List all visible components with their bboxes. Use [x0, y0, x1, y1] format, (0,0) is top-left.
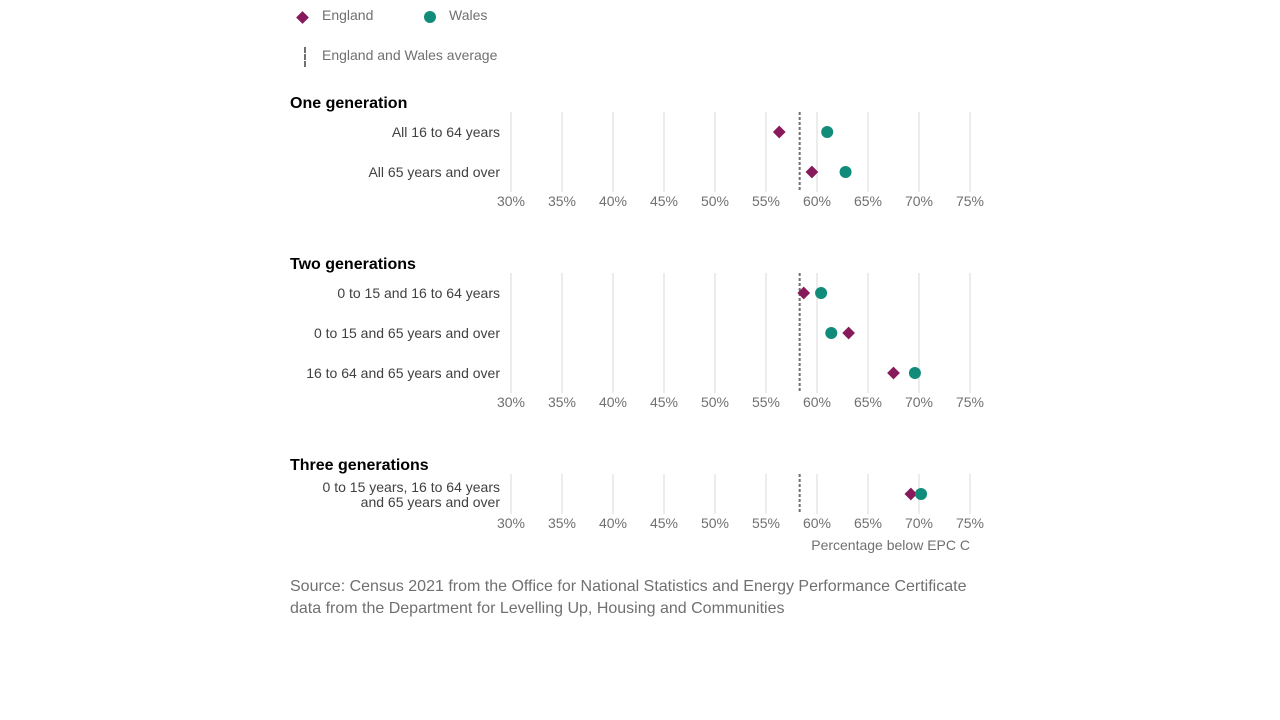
x-tick-label: 75% [956, 193, 984, 209]
x-tick-label: 70% [905, 193, 933, 209]
x-tick-label: 40% [599, 193, 627, 209]
wales-point [915, 488, 928, 500]
wales-point [839, 166, 852, 178]
x-tick-label: 30% [497, 515, 525, 531]
england-point [842, 326, 855, 340]
x-tick-label: 45% [650, 394, 678, 410]
row-label: and 65 years and over [361, 494, 501, 510]
x-tick-label: 65% [854, 515, 882, 531]
x-tick-label: 35% [548, 515, 576, 531]
dot-plot-chart: One generation 30% 35% 40% 45% 50% 55% 60% 65% 70… [290, 95, 984, 553]
x-tick-label: 55% [752, 515, 780, 531]
row-label: All 65 years and over [368, 164, 500, 180]
x-tick-label: 50% [701, 193, 729, 209]
legend-average-label: England and Wales average [322, 47, 498, 63]
legend-wales-label: Wales [449, 7, 488, 23]
x-tick-label: 55% [752, 394, 780, 410]
x-tick-label: 55% [752, 193, 780, 209]
wales-point [815, 287, 828, 299]
row-label: 16 to 64 and 65 years and over [306, 365, 500, 381]
x-tick-label: 65% [854, 193, 882, 209]
legend-wales: Wales [424, 7, 487, 23]
legend-england-label: England [322, 7, 374, 23]
wales-point [821, 126, 834, 138]
legend-average: England and Wales average [304, 47, 498, 67]
x-tick-label: 30% [497, 193, 525, 209]
x-tick-label: 50% [701, 394, 729, 410]
x-tick-label: 60% [803, 394, 831, 410]
x-tick-label: 50% [701, 515, 729, 531]
wales-marker-icon [424, 11, 436, 23]
x-tick-label: 65% [854, 394, 882, 410]
wales-point [908, 367, 921, 379]
england-point [805, 165, 819, 179]
row-label: 0 to 15 and 16 to 64 years [337, 285, 500, 301]
x-tick-label: 70% [905, 394, 933, 410]
panel-title: Two generations [290, 256, 416, 273]
average-line-icon [304, 47, 306, 67]
panel-title: One generation [290, 95, 407, 112]
england-point [772, 125, 786, 139]
x-tick-label: 75% [956, 515, 984, 531]
row-label: 0 to 15 years, 16 to 64 years [323, 479, 500, 495]
panel-title: Three generations [290, 457, 429, 474]
wales-point [825, 327, 838, 339]
row-label: All 16 to 64 years [392, 124, 500, 140]
x-tick-label: 40% [599, 394, 627, 410]
x-tick-label: 45% [650, 193, 678, 209]
x-tick-label: 35% [548, 193, 576, 209]
row-label: 0 to 15 and 65 years and over [314, 325, 500, 341]
x-tick-label: 40% [599, 515, 627, 531]
legend-england: England [296, 7, 374, 24]
x-tick-label: 35% [548, 394, 576, 410]
x-tick-label: 75% [956, 394, 984, 410]
x-tick-label: 60% [803, 515, 831, 531]
x-tick-label: 60% [803, 193, 831, 209]
x-tick-label: 30% [497, 394, 525, 410]
x-tick-label: 70% [905, 515, 933, 531]
source-note: Source: Census 2021 from the Office for … [290, 578, 967, 617]
x-tick-label: 45% [650, 515, 678, 531]
x-axis-label: Percentage below EPC C [811, 537, 970, 553]
england-point [887, 366, 900, 380]
